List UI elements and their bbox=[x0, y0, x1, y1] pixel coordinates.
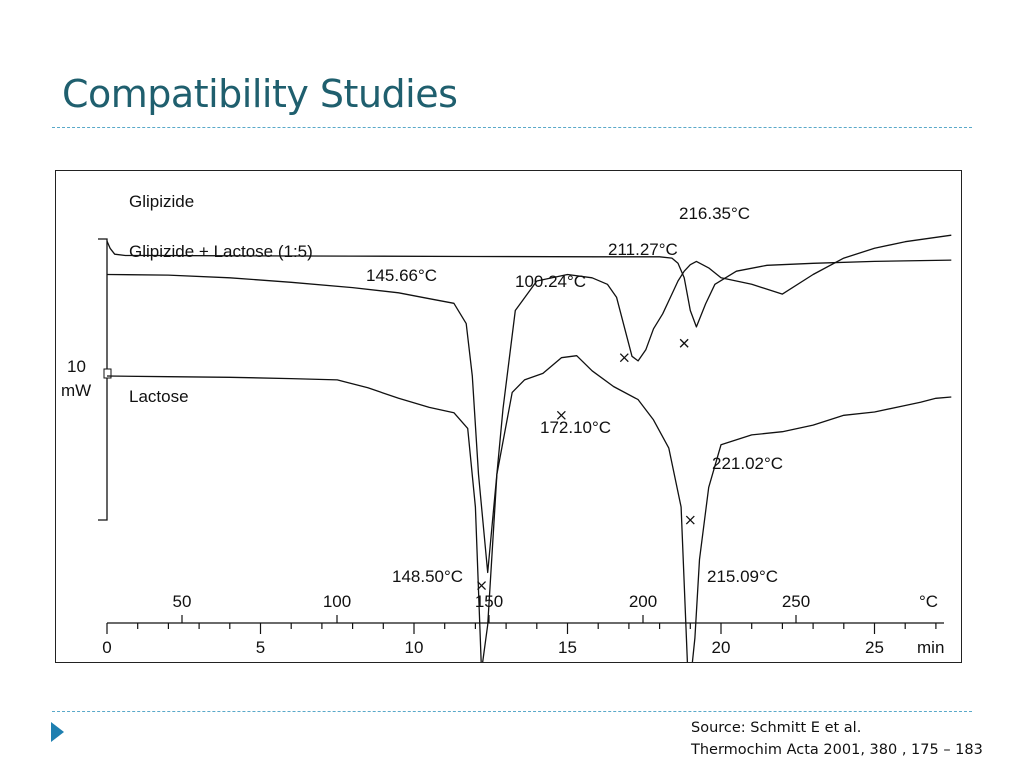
scale-marker bbox=[103, 368, 112, 379]
series-label: Glipizide + Lactose (1:5) bbox=[129, 242, 313, 261]
temperature-annotation: 100.24°C bbox=[515, 272, 586, 291]
annotations-group: 216.35°C 145.66°C 100.24°C 211.27°C 172.10°C… bbox=[366, 204, 783, 586]
scale-unit: mW bbox=[61, 381, 91, 400]
x-tick-label: 0 bbox=[102, 638, 111, 657]
scale-bar: 10 mW bbox=[61, 238, 112, 521]
scale-bracket bbox=[98, 238, 108, 521]
series-line bbox=[106, 234, 952, 574]
chart-frame: 10 mW Glipizide Glipizide + Lactose (1:5) L… bbox=[55, 170, 962, 702]
peak-marker bbox=[685, 515, 695, 525]
temperature-annotation: 211.27°C bbox=[608, 240, 678, 259]
temp-tick-label: 100 bbox=[323, 592, 351, 611]
series-label: Glipizide bbox=[129, 192, 194, 211]
source-citation: Source: Schmitt E et al. Thermochim Acta… bbox=[691, 717, 983, 761]
temp-tick-label: 200 bbox=[629, 592, 657, 611]
title-divider bbox=[52, 127, 972, 128]
temp-tick-label: 50 bbox=[173, 592, 192, 611]
temp-tick-label: 250 bbox=[782, 592, 810, 611]
series-group: Glipizide Glipizide + Lactose (1:5) Lactos… bbox=[106, 192, 952, 698]
x-tick-label: 10 bbox=[405, 638, 424, 657]
peak-marker bbox=[556, 410, 566, 420]
temperature-annotation: 145.66°C bbox=[366, 266, 437, 285]
temperature-annotation: 221.02°C bbox=[712, 454, 783, 473]
source-line-1: Source: Schmitt E et al. bbox=[691, 720, 862, 736]
series-label: Lactose bbox=[129, 387, 189, 406]
x-tick-label: 5 bbox=[256, 638, 265, 657]
temp-axis-label: °C bbox=[919, 592, 938, 611]
x-axis: 0 5 10 15 20 25 min 50 100 150 200 250 °C bbox=[102, 592, 944, 657]
temperature-annotation: 215.09°C bbox=[707, 567, 778, 586]
peak-marker bbox=[679, 338, 689, 348]
peak-marks-group bbox=[477, 338, 695, 702]
series-line bbox=[106, 240, 952, 328]
source-line-2: Thermochim Acta 2001, 380 , 175 – 183 bbox=[691, 742, 983, 758]
temperature-annotation: 148.50°C bbox=[392, 567, 463, 586]
footer-divider bbox=[52, 711, 972, 712]
scale-value: 10 bbox=[67, 357, 86, 376]
peak-marker bbox=[477, 581, 486, 591]
x-tick-label: 15 bbox=[558, 638, 577, 657]
triangle-right-icon bbox=[51, 722, 64, 742]
peak-marker bbox=[619, 353, 629, 363]
x-tick-label: 20 bbox=[712, 638, 731, 657]
temp-tick-label: 150 bbox=[475, 592, 503, 611]
series-line bbox=[106, 355, 952, 698]
x-axis-label: min bbox=[917, 638, 944, 657]
temperature-annotation: 172.10°C bbox=[540, 418, 611, 437]
x-tick-label: 25 bbox=[865, 638, 884, 657]
dsc-chart: 10 mW Glipizide Glipizide + Lactose (1:5) L… bbox=[61, 192, 952, 702]
page-title: Compatibility Studies bbox=[62, 72, 458, 116]
temperature-annotation: 216.35°C bbox=[679, 204, 750, 223]
